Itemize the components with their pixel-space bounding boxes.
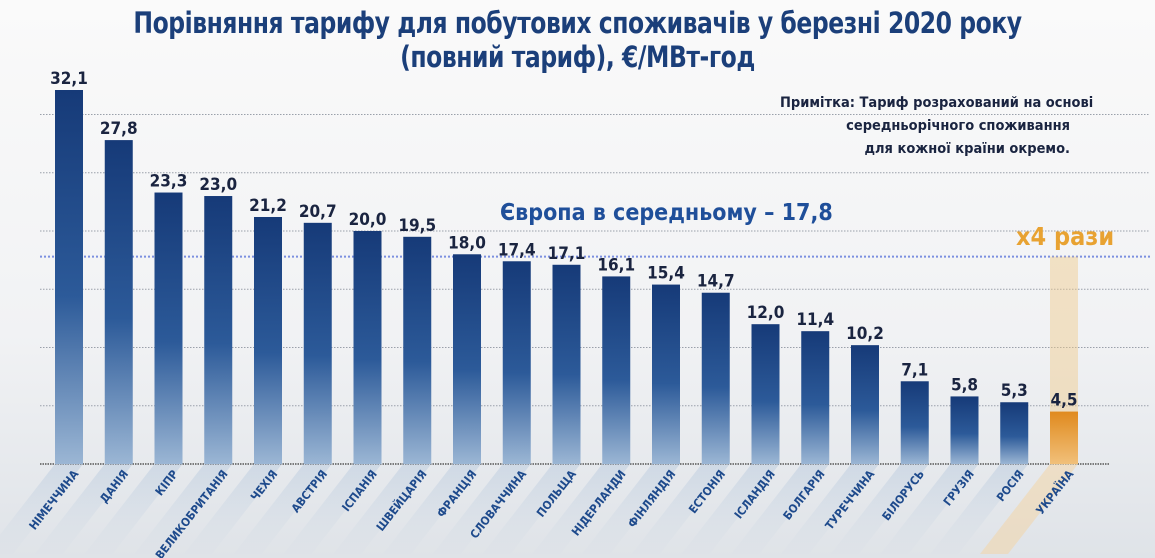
bar-shadow [532,464,631,554]
bar-shadow [681,464,780,554]
bar [552,264,581,464]
bar [104,140,133,465]
note-line: Примітка: Тариф розрахований на основі [780,95,1094,111]
bar-shadow [930,464,1029,554]
data-label: 12,0 [747,303,785,323]
data-label: 20,0 [349,210,387,230]
data-label: 4,5 [1050,391,1077,411]
average-label: Європа в середньому – 17,8 [500,200,833,226]
data-label: 32,1 [50,69,88,89]
bar-shadow [582,464,680,554]
data-label: 17,4 [498,240,536,260]
bar [453,254,481,464]
bar [502,261,531,464]
data-label: 20,7 [299,202,337,222]
data-label: 14,7 [697,272,735,292]
bar-shadow [233,464,332,554]
bar [303,222,332,464]
bar [254,216,282,464]
data-label: 23,3 [150,172,188,192]
bar [652,284,680,464]
bar-shadow [880,464,979,554]
data-label: 16,1 [597,255,635,275]
data-label: 23,0 [199,175,237,195]
bar-shadow [333,464,432,554]
bar [353,230,382,464]
data-label: 5,3 [1001,381,1028,401]
data-label: 18,0 [448,233,486,253]
bar-shadow [283,464,382,554]
data-label: 5,8 [951,375,978,395]
bar [602,276,631,464]
bar-shadow [184,464,282,554]
bar-shadow [0,464,83,554]
data-label: 19,5 [398,216,436,236]
note-line: середньорічного споживання [846,118,1070,134]
data-label: 21,2 [249,196,287,216]
data-label: 17,1 [548,244,586,264]
bar-shadow [383,464,481,554]
bar-shadow [830,464,929,554]
bar [55,90,83,464]
bar-shadow [134,464,233,554]
highlight-label: x4 рази [1016,222,1115,251]
bar [403,236,432,464]
bar [801,331,830,464]
bar [1050,411,1078,464]
bar-shadow [482,464,581,554]
bar-shadow [980,464,1078,554]
bar [1000,402,1029,464]
bar [154,192,183,464]
bar [701,292,730,464]
data-label: 27,8 [100,119,138,139]
data-label: 11,4 [796,310,834,330]
bar-shadow [34,464,133,554]
note-line: для кожної країни окремо. [864,141,1070,157]
bar-shadow [84,464,183,554]
chart-title: Порівняння тарифу для побутових споживач… [58,6,1098,74]
data-label: 15,4 [647,264,685,284]
title-line-2: (повний тариф), €/МВт-год [400,40,755,74]
bar [204,196,233,465]
bar-shadow [631,464,730,554]
chart-note: Примітка: Тариф розрахований на основі с… [780,92,1094,161]
bar [851,345,879,464]
bar-shadow [731,464,830,554]
bar-shadow [432,464,531,554]
bar [751,324,780,464]
title-line-1: Порівняння тарифу для побутових споживач… [133,6,1022,40]
data-label: 10,2 [846,324,884,344]
bar [950,396,979,464]
bar-shadow [781,464,879,554]
data-label: 7,1 [901,360,928,380]
bar [900,381,929,464]
